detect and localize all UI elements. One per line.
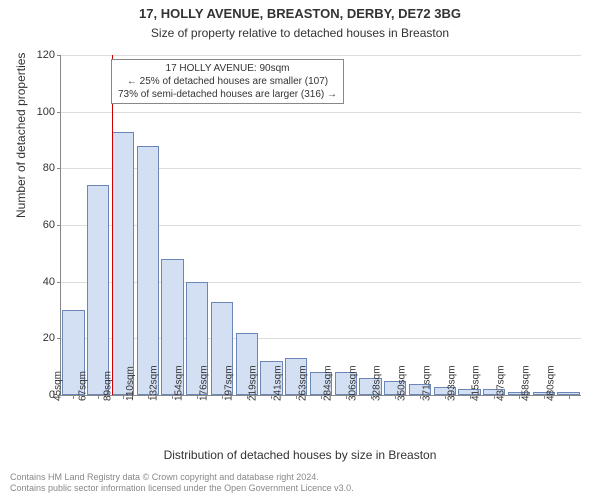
x-tick-label: 350sqm [397,365,408,401]
x-tick-mark [569,395,570,399]
grid-line [61,112,581,113]
footer-attribution: Contains HM Land Registry data © Crown c… [10,472,354,495]
x-tick-label: 371sqm [422,365,433,401]
plot-area: 02040608010012045sqm67sqm89sqm110sqm132s… [60,55,581,396]
annotation-line: ← 25% of detached houses are smaller (10… [118,75,337,88]
x-tick-label: 415sqm [471,365,482,401]
footer-line: Contains public sector information licen… [10,483,354,494]
y-tick-mark [57,282,61,283]
x-tick-label: 284sqm [322,365,333,401]
y-tick-mark [57,55,61,56]
x-tick-mark [544,395,545,399]
x-tick-mark [98,395,99,399]
chart-title: 17, HOLLY AVENUE, BREASTON, DERBY, DE72 … [0,6,600,21]
y-tick-mark [57,338,61,339]
x-tick-label: 437sqm [496,365,507,401]
y-tick-label: 100 [37,106,55,118]
x-tick-label: 67sqm [78,371,89,401]
y-tick-label: 80 [43,162,55,174]
bar [137,146,159,395]
x-tick-label: 458sqm [521,365,532,401]
x-tick-label: 176sqm [199,365,210,401]
y-tick-mark [57,225,61,226]
x-tick-label: 132sqm [149,365,160,401]
x-tick-mark [346,395,347,399]
x-tick-label: 241sqm [273,365,284,401]
annotation-box: 17 HOLLY AVENUE: 90sqm← 25% of detached … [111,59,344,104]
y-tick-mark [57,112,61,113]
y-tick-label: 60 [43,219,55,231]
annotation-line: 17 HOLLY AVENUE: 90sqm [118,62,337,75]
annotation-line: 73% of semi-detached houses are larger (… [118,88,337,101]
x-tick-label: 393sqm [446,365,457,401]
x-tick-label: 219sqm [248,365,259,401]
x-tick-label: 197sqm [223,365,234,401]
y-tick-label: 20 [43,332,55,344]
x-tick-mark [123,395,124,399]
chart-subtitle: Size of property relative to detached ho… [0,26,600,40]
x-tick-label: 328sqm [372,365,383,401]
marker-line [112,55,113,395]
y-tick-label: 40 [43,276,55,288]
bar [112,132,134,396]
grid-line [61,55,581,56]
x-tick-mark [73,395,74,399]
x-tick-label: 306sqm [347,365,358,401]
y-axis-label: Number of detached properties [14,53,28,218]
x-axis-label: Distribution of detached houses by size … [0,448,600,462]
y-tick-label: 120 [37,49,55,61]
chart-container: 17, HOLLY AVENUE, BREASTON, DERBY, DE72 … [0,0,600,500]
bar [87,185,109,395]
y-tick-mark [57,168,61,169]
x-tick-label: 110sqm [125,366,136,401]
x-tick-label: 480sqm [545,365,556,401]
x-tick-label: 45sqm [53,371,64,401]
footer-line: Contains HM Land Registry data © Crown c… [10,472,354,483]
x-tick-label: 263sqm [298,365,309,401]
x-tick-mark [445,395,446,399]
x-tick-label: 154sqm [174,365,185,401]
